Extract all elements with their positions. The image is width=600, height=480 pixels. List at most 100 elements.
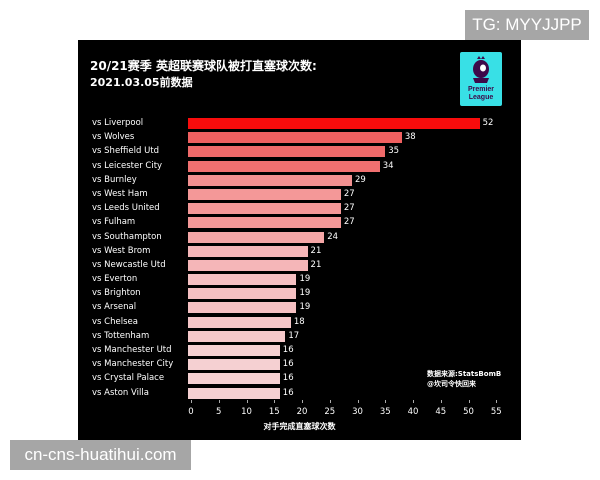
bar-label: vs Burnley xyxy=(92,174,137,185)
bar-rows: vs Liverpool 52 vs Wolves 38 vs Sheffield Ut… xyxy=(78,117,521,401)
x-tick xyxy=(440,400,442,403)
x-tick-label: 35 xyxy=(379,407,391,417)
bar-row: vs Burnley 29 xyxy=(78,174,521,188)
bar xyxy=(188,132,402,144)
bar-value: 16 xyxy=(282,345,294,355)
bar-row: vs Arsenal 19 xyxy=(78,301,521,315)
bar-label: vs Leicester City xyxy=(92,160,163,171)
bar-label: vs Tottenham xyxy=(92,330,150,341)
bar xyxy=(188,174,352,186)
x-tick-label: 50 xyxy=(463,407,474,417)
bar-label: vs Sheffield Utd xyxy=(92,146,160,157)
logo-text-premier: Premier xyxy=(467,86,495,93)
x-tick-label: 20 xyxy=(296,407,308,417)
x-axis: 0 5 10 15 20 25 30 35 40 45 50 55 xyxy=(78,400,521,420)
bar-row: vs Aston Villa 16 xyxy=(78,387,521,401)
bar-row: vs Newcastle Utd 21 xyxy=(78,259,521,273)
bar-label: vs Manchester City xyxy=(92,359,174,370)
watermark-bottom: cn-cns-huatihui.com xyxy=(10,440,191,470)
bar-value: 17 xyxy=(288,330,300,341)
bar-row: vs Wolves 38 xyxy=(78,131,521,145)
bar-value: 19 xyxy=(299,274,311,285)
bar-value: 16 xyxy=(282,387,294,398)
bar-label: vs West Brom xyxy=(92,245,151,256)
bar xyxy=(188,345,280,356)
bar-row: vs Southampton 24 xyxy=(78,231,521,245)
bar-value: 27 xyxy=(343,217,355,228)
chart-panel: 20/21赛季 英超联赛球队被打直塞球次数: 2021.03.05前数据 Pre… xyxy=(78,40,521,440)
bar-row: vs Leicester City 34 xyxy=(78,160,521,174)
bar-label: vs Brighton xyxy=(92,288,141,299)
bar-value: 21 xyxy=(310,259,322,270)
bar-row: vs Brighton 19 xyxy=(78,287,521,301)
bar xyxy=(188,231,325,243)
x-tick xyxy=(302,400,303,403)
bar-label: vs Southampton xyxy=(92,231,162,242)
bar xyxy=(188,217,341,229)
x-tick xyxy=(385,400,387,403)
bar xyxy=(188,188,341,200)
bar xyxy=(188,387,280,399)
bar-label: vs West Ham xyxy=(92,188,148,199)
chart-title: 20/21赛季 英超联赛球队被打直塞球次数: xyxy=(90,59,317,73)
bar-label: vs Everton xyxy=(92,274,138,285)
author-line: @坎司令快回来 xyxy=(427,380,476,388)
bar xyxy=(188,203,341,215)
bar-row: vs Manchester City 16 xyxy=(78,358,521,372)
bar xyxy=(188,118,480,129)
bar-label: vs Wolves xyxy=(92,132,135,143)
bar-value: 18 xyxy=(293,316,305,327)
bar xyxy=(188,146,386,158)
bar-row: vs Manchester Utd 16 xyxy=(78,344,521,358)
bar-label: vs Chelsea xyxy=(92,316,138,327)
logo-text-league: League xyxy=(468,94,494,101)
x-tick-label: 30 xyxy=(352,407,363,417)
bar-row: vs Leeds United 27 xyxy=(78,202,521,216)
x-tick xyxy=(246,400,248,403)
x-tick-label: 55 xyxy=(490,407,502,417)
watermark-top: TG: MYYJJPP xyxy=(465,10,589,40)
source-line: 数据来源:StatsBomB xyxy=(427,370,502,378)
bar xyxy=(188,274,297,286)
bar xyxy=(188,302,297,314)
bar-label: vs Crystal Palace xyxy=(92,373,165,384)
bar-row: vs Liverpool 52 xyxy=(78,117,521,131)
bar-row: vs Tottenham 17 xyxy=(78,330,521,344)
x-tick-label: 45 xyxy=(435,407,447,417)
x-tick-label: 15 xyxy=(268,407,280,417)
x-tick xyxy=(274,400,276,403)
x-tick xyxy=(329,400,331,403)
bar-value: 27 xyxy=(343,203,355,214)
bar-value: 21 xyxy=(310,245,322,256)
chart-subtitle: 2021.03.05前数据 xyxy=(90,76,193,89)
bar xyxy=(188,330,286,342)
bar-label: vs Leeds United xyxy=(92,203,160,214)
bar-value: 19 xyxy=(299,302,311,313)
bar-row: vs Sheffield Utd 35 xyxy=(78,145,521,159)
bar-label: vs Aston Villa xyxy=(92,387,149,398)
bar-label: vs Liverpool xyxy=(92,118,144,128)
x-tick xyxy=(468,400,470,403)
x-tick xyxy=(357,400,359,403)
bar-label: vs Arsenal xyxy=(92,302,137,313)
bar xyxy=(188,245,308,257)
premier-league-lion-icon xyxy=(473,56,489,83)
bar-value: 24 xyxy=(327,231,339,242)
bar-value: 35 xyxy=(388,146,400,157)
bar-value: 34 xyxy=(382,160,394,171)
x-tick xyxy=(413,400,414,403)
bar-value: 52 xyxy=(482,118,494,128)
bar-value: 38 xyxy=(404,132,416,143)
bar xyxy=(188,359,280,371)
bar-value: 19 xyxy=(299,288,311,299)
bar xyxy=(188,373,280,385)
x-tick xyxy=(191,400,192,403)
bar-row: vs Fulham 27 xyxy=(78,216,521,230)
bar-value: 27 xyxy=(343,188,355,199)
bar xyxy=(188,160,380,172)
bar xyxy=(188,288,297,300)
bar-row: vs Crystal Palace 16 xyxy=(78,372,521,386)
bar-value: 16 xyxy=(282,373,294,384)
x-tick xyxy=(218,400,220,403)
x-tick-label: 10 xyxy=(241,407,252,417)
